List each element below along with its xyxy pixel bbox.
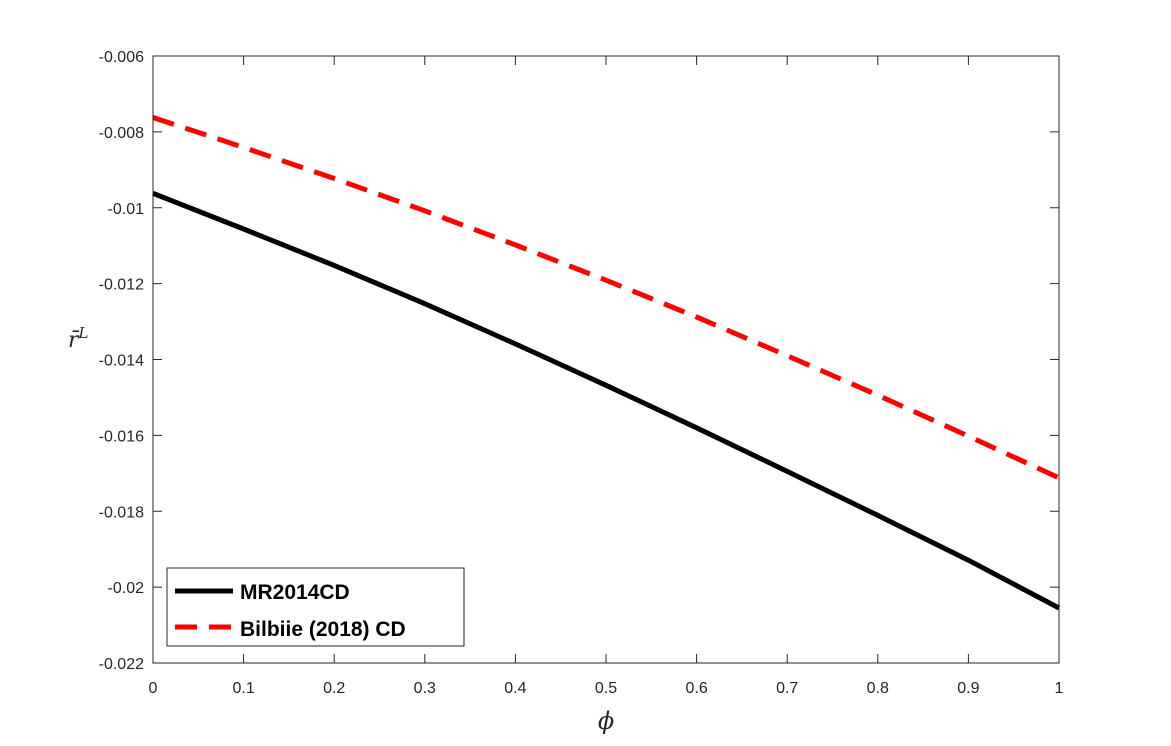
- legend-label-mr2014cd: MR2014CD: [240, 581, 350, 604]
- series-line-bilbiie-2018-cd: [152, 115, 1061, 481]
- y-tick-label: -0.022: [99, 656, 144, 673]
- y-tick-label: -0.014: [99, 353, 144, 370]
- x-tick-label: 0.8: [867, 680, 889, 697]
- x-tick-label: 1: [1055, 680, 1064, 697]
- y-tick-label: -0.008: [99, 125, 144, 142]
- x-tick-label: 0.3: [414, 680, 436, 697]
- y-tick-label: -0.018: [99, 504, 144, 521]
- x-tick-label: 0.4: [504, 680, 526, 697]
- y-tick-label: -0.016: [99, 428, 144, 445]
- legend: MR2014CD Bilbiie (2018) CD: [166, 567, 465, 647]
- x-tick-label: 0.1: [232, 680, 254, 697]
- series-layer: [152, 115, 1061, 611]
- y-tick-label: -0.01: [108, 201, 145, 218]
- x-tick-label: 0.5: [595, 680, 617, 697]
- x-tick-label: 0.2: [323, 680, 345, 697]
- y-tick-label: -0.02: [108, 580, 145, 597]
- y-tick-label: -0.006: [99, 49, 144, 66]
- x-axis-label: ϕ: [598, 707, 614, 735]
- ticks-layer: 0 0.1 0.2 0.3 0.4 0.5 0.6 0.7 0.8 0.9 1 -0.022 -0.02…: [99, 49, 1064, 697]
- x-tick-label: 0.6: [685, 680, 707, 697]
- y-axis-label-sup: L: [78, 324, 89, 342]
- legend-box: [166, 567, 465, 647]
- series-line-mr2014cd: [152, 190, 1061, 611]
- y-axis-label-base: r̄: [68, 328, 80, 353]
- legend-label-bilbiie-2018-cd: Bilbiie (2018) CD: [240, 618, 406, 641]
- x-tick-label: 0: [149, 680, 158, 697]
- x-tick-label: 0.9: [957, 680, 979, 697]
- y-tick-label: -0.012: [99, 277, 144, 294]
- plot-area: [153, 56, 1059, 663]
- y-axis-label: r̄L: [68, 324, 89, 353]
- x-tick-label: 0.7: [776, 680, 798, 697]
